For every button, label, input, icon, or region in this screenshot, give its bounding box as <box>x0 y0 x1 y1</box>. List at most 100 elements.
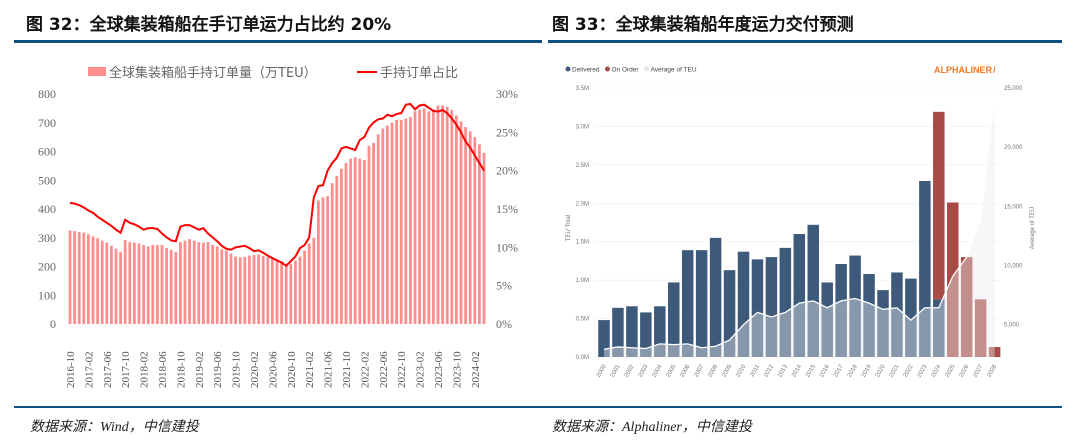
orderbook-bar <box>307 243 311 324</box>
right-source: 数据来源：Alphaliner，中信建投 <box>552 420 752 435</box>
delivered-bar <box>598 320 610 357</box>
orderbook-bar <box>128 242 132 324</box>
x-tick-label: 2018-10 <box>175 351 187 388</box>
orderbook-share-line <box>69 102 485 268</box>
legend-average: Average of TEU <box>651 67 697 74</box>
y2-tick-label: 5,000 <box>1004 323 1020 329</box>
orderbook-bar <box>340 168 343 324</box>
orderbook-bar <box>395 119 398 324</box>
y-tick-label: 300 <box>38 231 56 245</box>
x-tick-label: 2017-06 <box>102 351 114 388</box>
y-tick-label: 200 <box>38 260 56 274</box>
orderbook-bar <box>133 242 136 324</box>
orderbook-bar <box>206 242 210 324</box>
x-tick-label: 2023 <box>917 363 929 378</box>
x-tick-label: 2021-06 <box>323 351 335 388</box>
orderbook-bars <box>68 105 486 324</box>
orderbook-bar <box>169 249 173 324</box>
x-tick-label: 2016-10 <box>65 351 77 388</box>
orderbook-bar <box>137 243 141 324</box>
orderbook-bar <box>455 115 458 324</box>
orderbook-chart: 0 100 200 300 400 500 600 700 800 0% 5% 10% 15% 20% 25… <box>38 65 518 388</box>
x-tick-label: 2002 <box>624 363 636 378</box>
orderbook-bar <box>450 109 454 324</box>
orderbook-bar <box>284 265 288 324</box>
orderbook-bar <box>363 160 366 324</box>
legend-dot-average <box>644 66 650 72</box>
x-tick-label: 2021-02 <box>304 351 316 388</box>
orderbook-bar <box>289 263 293 324</box>
y2-tick-label: 20% <box>496 164 518 178</box>
x-tick-label: 2018 <box>847 363 859 378</box>
orderbook-bar <box>441 105 444 324</box>
orderbook-bar <box>73 231 76 324</box>
y-tick-label: 3.0M <box>576 124 589 130</box>
delivered-bar <box>877 290 889 357</box>
alphaliner-logo-text: ALPHALINER <box>934 65 992 75</box>
average-teu-line <box>603 95 996 350</box>
x-tick-label: 2000 <box>596 363 608 378</box>
orderbook-bar <box>160 244 164 324</box>
delivered-bar <box>891 272 903 357</box>
x-tick-label: 2019-10 <box>231 351 243 388</box>
orderbook-bar <box>427 111 431 324</box>
orderbook-bar <box>82 232 86 324</box>
x-tick-label: 2021 <box>889 363 901 378</box>
orderbook-bar <box>478 144 481 324</box>
y2-tick-label: 30% <box>496 87 518 101</box>
orderbook-bar <box>229 253 233 324</box>
delivered-bar <box>709 237 722 357</box>
x-tick-label: 2025 <box>945 363 957 378</box>
orderbook-bar <box>151 244 155 324</box>
delivered-bar <box>765 257 778 357</box>
on-order-bar <box>974 299 987 357</box>
y-tick-label: 2.0M <box>576 201 589 207</box>
delivered-bar <box>905 278 917 357</box>
orderbook-bar <box>215 246 219 324</box>
orderbook-bar <box>326 196 329 324</box>
delivered-bar <box>737 251 750 357</box>
y2-tick-label: 5% <box>496 279 512 293</box>
orderbook-bar <box>156 244 159 324</box>
orderbook-bar <box>211 244 214 324</box>
x-tick-label: 2014 <box>791 363 803 378</box>
y2-axis-title: Average of TEU <box>1030 207 1036 249</box>
x-tick-label: 2022-10 <box>396 351 408 388</box>
x-tick-label: 2017-02 <box>83 351 95 388</box>
orderbook-bar <box>372 142 375 324</box>
delivered-bar <box>863 273 875 357</box>
delivered-bar <box>933 299 945 357</box>
orderbook-bar <box>321 197 325 324</box>
x-tick-label: 2011 <box>750 363 762 378</box>
x-tick-label: 2022-02 <box>359 351 371 388</box>
orderbook-bar <box>468 131 472 324</box>
x-tick-label: 2020 <box>875 363 887 378</box>
legend-dot-delivered <box>565 66 571 72</box>
x-tick-label: 2006 <box>680 363 692 378</box>
x-tick-label: 2028 <box>986 363 998 378</box>
x-tick-label: 2017 <box>833 363 845 378</box>
x-tick-label: 2001 <box>610 363 622 378</box>
legend-swatch-orderbook <box>88 67 106 76</box>
orderbook-bar <box>257 254 260 324</box>
legend-share: 手持订单占比 <box>380 66 458 81</box>
orderbook-bar <box>432 109 435 324</box>
y2-tick-label: 15% <box>496 202 518 216</box>
orderbook-bar <box>275 259 279 324</box>
x-tick-label: 2027 <box>973 363 985 378</box>
delivered-bar <box>779 247 792 357</box>
orderbook-bar <box>376 134 380 324</box>
x-tick-label: 2022 <box>903 363 915 378</box>
delivered-bar <box>626 306 638 357</box>
y2-tick-label: 10% <box>496 240 518 254</box>
x-tick-label: 2013 <box>777 363 789 378</box>
y-axis-title: TEU Total <box>566 215 572 241</box>
left-title-rule <box>14 40 542 43</box>
on-order-bar <box>960 257 973 357</box>
delivered-bar <box>668 282 680 357</box>
orderbook-bar <box>294 260 297 324</box>
x-tick-label: 2020-06 <box>267 351 279 388</box>
orderbook-bar <box>165 247 168 324</box>
x-tick-label: 2016 <box>819 363 831 378</box>
x-tick-label: 2004 <box>652 363 664 378</box>
